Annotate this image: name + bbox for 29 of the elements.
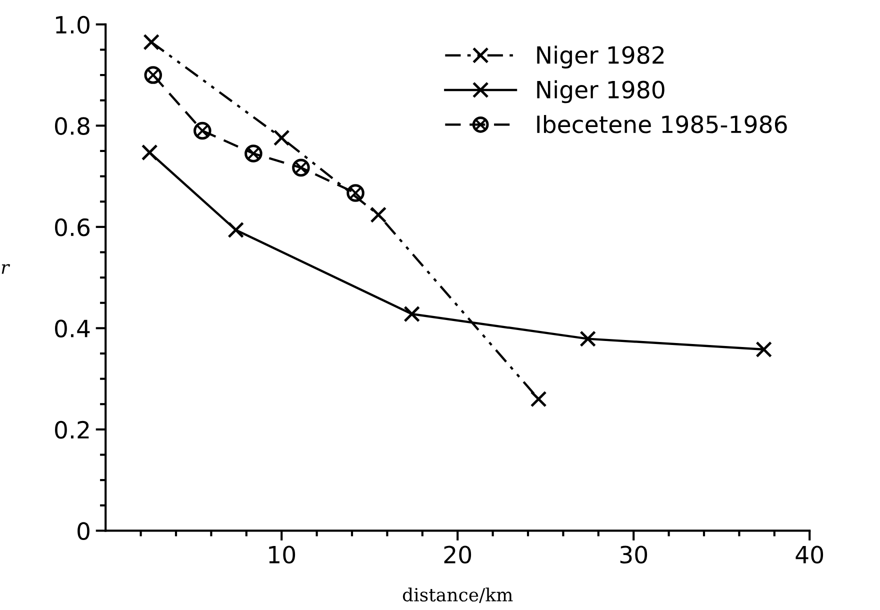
legend-label: Niger 1982: [537, 46, 664, 68]
point: [530, 390, 547, 408]
legend-label: Niger 1980: [537, 80, 664, 104]
point: [194, 122, 212, 140]
x-tick-label: 20: [444, 546, 472, 564]
y-tick-label: 0.8: [55, 117, 90, 135]
point: [580, 330, 596, 348]
y-tick-label: 0.2: [55, 420, 89, 439]
point: [404, 306, 420, 322]
y-tick-label: 1.0: [56, 16, 90, 34]
x-tick-label: 10: [269, 546, 296, 564]
x-tick-label: 30: [620, 546, 648, 564]
y-tick-label: 0: [78, 522, 90, 540]
point: [756, 341, 772, 358]
point: [228, 222, 244, 238]
point: [273, 130, 290, 146]
point: [292, 158, 310, 177]
point: [143, 34, 160, 50]
point: [370, 206, 387, 223]
point: [346, 184, 364, 202]
point: [141, 144, 158, 161]
point: [244, 144, 262, 162]
x-axis-title: distance/km: [402, 588, 513, 603]
y-axis-title: r: [2, 264, 10, 274]
y-tick-label: 0.4: [55, 320, 90, 338]
point: [144, 66, 162, 84]
legend-label: Ibecetene 1985-1986: [537, 114, 787, 134]
y-tick-label: 0.6: [55, 218, 90, 236]
x-tick-label: 40: [796, 546, 824, 564]
